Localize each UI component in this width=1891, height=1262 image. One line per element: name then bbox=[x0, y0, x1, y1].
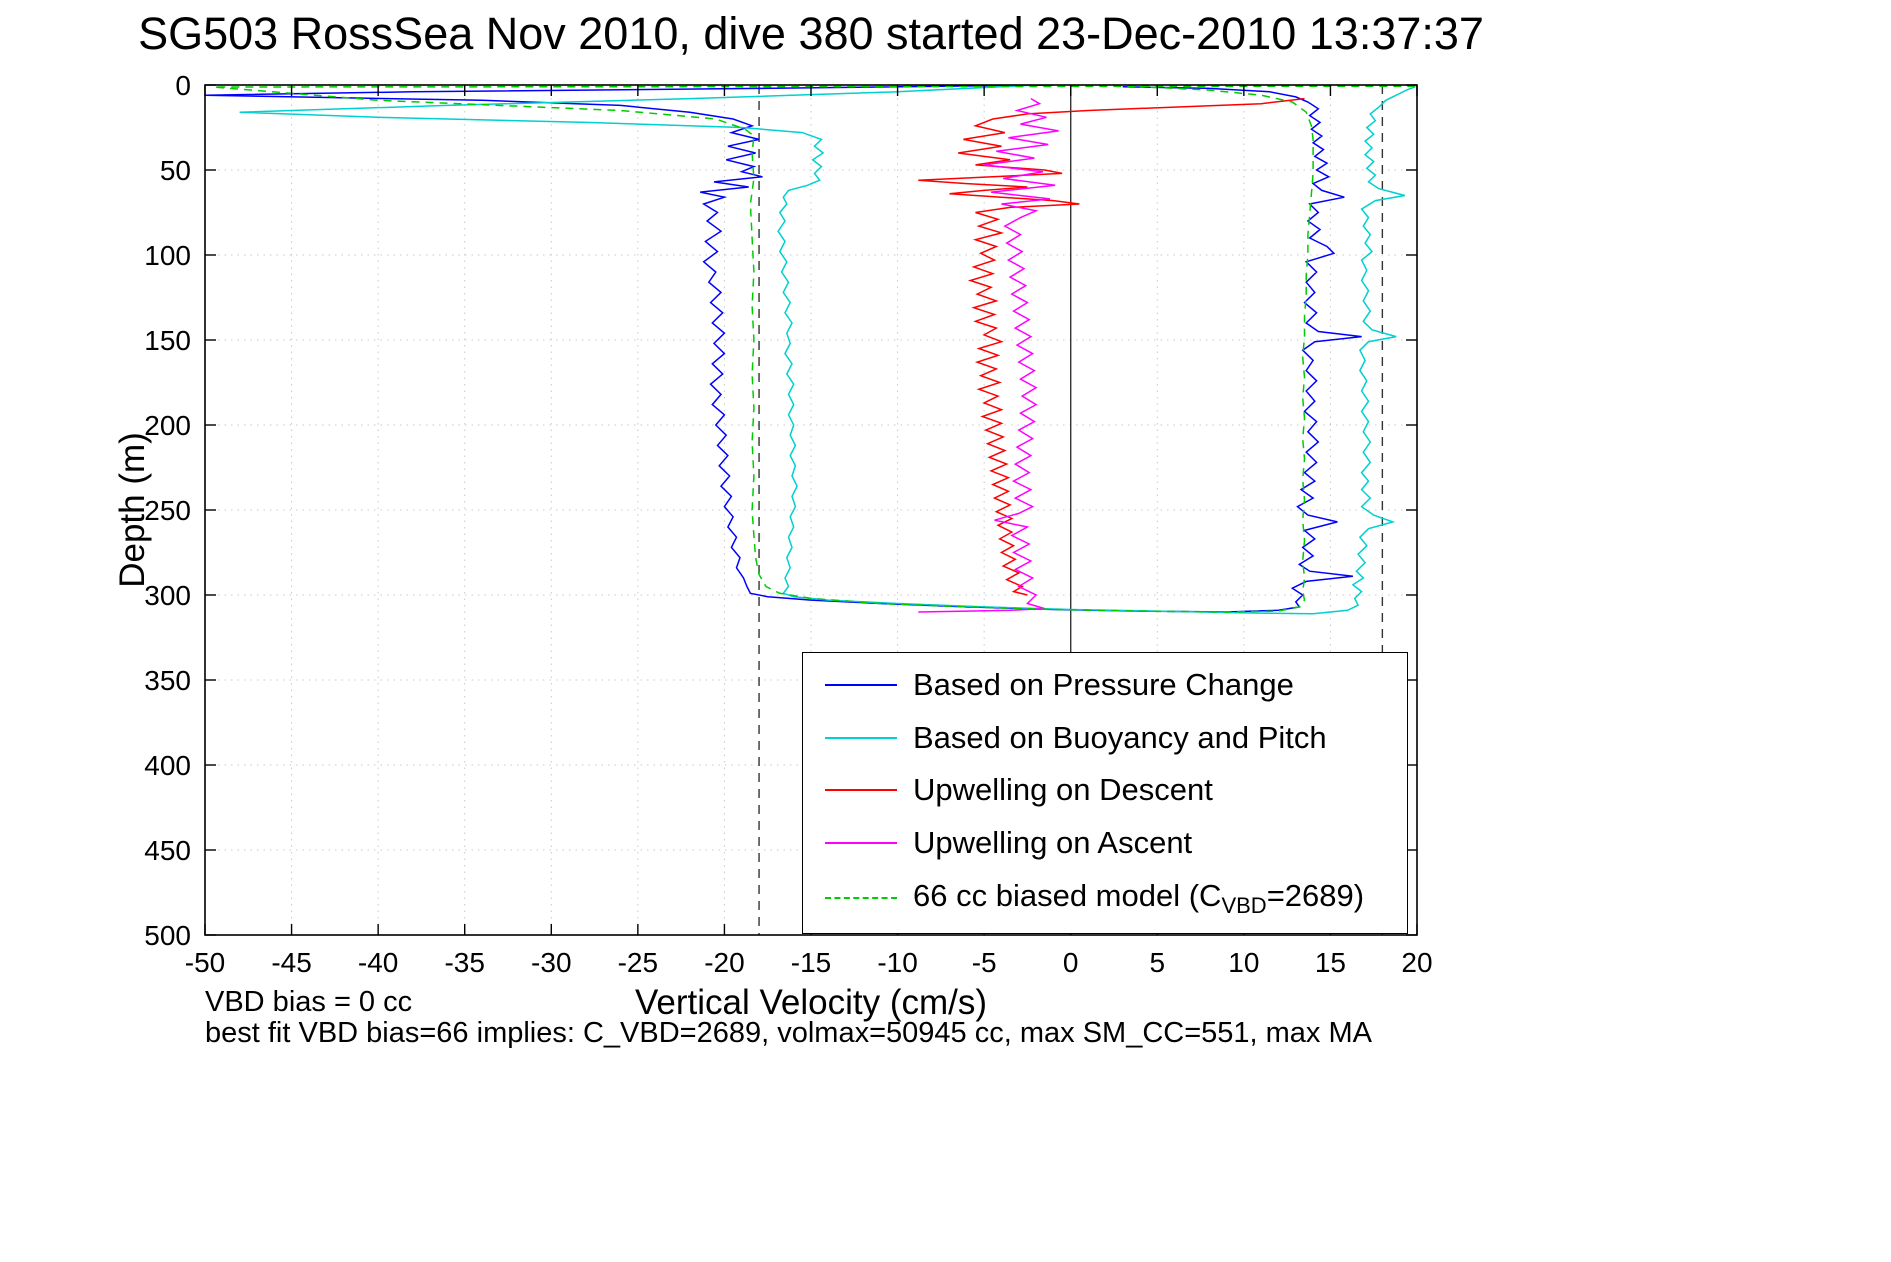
x-axis-label: Vertical Velocity (cm/s) bbox=[634, 983, 988, 1022]
x-tick-label: -10 bbox=[877, 947, 917, 978]
legend-line-sample bbox=[825, 684, 897, 687]
x-tick-label: -25 bbox=[618, 947, 658, 978]
legend-item-upwelling-descent: Upwelling on Descent bbox=[803, 772, 1407, 808]
legend-label: Based on Buoyancy and Pitch bbox=[913, 719, 1327, 755]
x-tick-label: 5 bbox=[1149, 947, 1165, 978]
x-tick-label: 10 bbox=[1228, 947, 1259, 978]
x-tick-label: 15 bbox=[1315, 947, 1346, 978]
legend-label: Upwelling on Descent bbox=[913, 772, 1213, 808]
y-tick-label: 450 bbox=[144, 835, 191, 866]
y-tick-label: 300 bbox=[144, 580, 191, 611]
x-tick-label: -45 bbox=[271, 947, 311, 978]
y-tick-label: 250 bbox=[144, 495, 191, 526]
y-tick-label: 0 bbox=[175, 70, 191, 101]
y-tick-label: 150 bbox=[144, 325, 191, 356]
plot-title: SG503 RossSea Nov 2010, dive 380 started… bbox=[138, 8, 1484, 59]
legend-line-sample bbox=[825, 736, 897, 739]
legend-item-upwelling-ascent: Upwelling on Ascent bbox=[803, 825, 1407, 861]
x-tick-label: -20 bbox=[704, 947, 744, 978]
legend-label: Upwelling on Ascent bbox=[913, 824, 1193, 860]
best-fit-annotation: best fit VBD bias=66 implies: C_VBD=2689… bbox=[205, 1017, 1372, 1049]
y-tick-label: 400 bbox=[144, 750, 191, 781]
y-tick-label: 100 bbox=[144, 240, 191, 271]
x-tick-label: -35 bbox=[444, 947, 484, 978]
x-tick-label: -30 bbox=[531, 947, 571, 978]
x-tick-label: 0 bbox=[1063, 947, 1079, 978]
legend: Based on Pressure Change Based on Buoyan… bbox=[802, 652, 1408, 934]
x-tick-label: -40 bbox=[358, 947, 398, 978]
vbd-bias-annotation: VBD bias = 0 cc bbox=[205, 986, 413, 1018]
legend-label: Based on Pressure Change bbox=[913, 667, 1294, 703]
series-66-cc-biased-model-c-vbd-2689- bbox=[213, 85, 1416, 613]
series-upwelling-on-ascent bbox=[918, 97, 1059, 613]
legend-line-sample bbox=[825, 897, 897, 900]
y-tick-label: 50 bbox=[160, 155, 191, 186]
y-tick-label: 200 bbox=[144, 410, 191, 441]
x-tick-label: 20 bbox=[1401, 947, 1432, 978]
series-upwelling-on-descent bbox=[918, 97, 1305, 596]
series-based-on-buoyancy-and-pitch bbox=[239, 85, 1416, 615]
x-tick-label: -50 bbox=[185, 947, 225, 978]
legend-line-sample bbox=[825, 789, 897, 792]
y-tick-label: 350 bbox=[144, 665, 191, 696]
x-tick-label: -5 bbox=[972, 947, 997, 978]
legend-item-buoyancy-pitch: Based on Buoyancy and Pitch bbox=[803, 720, 1407, 756]
legend-label: 66 cc biased model (CVBD=2689) bbox=[913, 877, 1365, 918]
y-tick-label: 500 bbox=[144, 920, 191, 951]
x-tick-label: -15 bbox=[791, 947, 831, 978]
legend-line-sample bbox=[825, 841, 897, 844]
legend-item-pressure-change: Based on Pressure Change bbox=[803, 667, 1407, 703]
legend-item-biased-model: 66 cc biased model (CVBD=2689) bbox=[803, 878, 1407, 919]
